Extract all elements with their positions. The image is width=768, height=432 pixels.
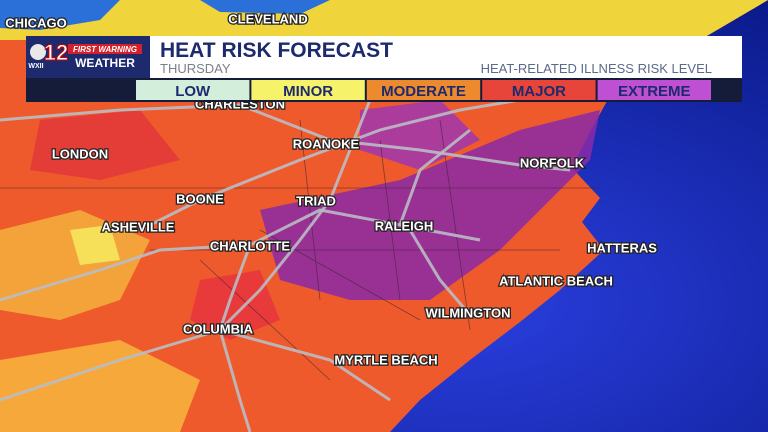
logo-brand-band	[68, 44, 142, 54]
logo-station: WXII	[28, 63, 43, 70]
legend-swatch	[597, 80, 711, 100]
header: 12 WXII FIRST WARNING WEATHER HEAT RISK …	[26, 36, 742, 102]
city-label: ATLANTIC BEACH	[499, 273, 613, 288]
city-label: CHICAGO	[5, 15, 66, 30]
legend-title: HEAT-RELATED ILLNESS RISK LEVEL	[481, 61, 712, 76]
city-label: ROANOKE	[293, 136, 360, 151]
legend-label: MODERATE	[381, 83, 466, 100]
city-label: HATTERAS	[587, 240, 657, 255]
city-label: MYRTLE BEACH	[334, 352, 437, 367]
city-label: CHARLOTTE	[210, 238, 290, 253]
city-label: BOONE	[176, 191, 224, 206]
logo-box	[26, 36, 150, 78]
roads	[0, 98, 571, 432]
logo-brand-bottom: WEATHER	[75, 56, 135, 70]
city-label: TRIAD	[296, 193, 336, 208]
legend-swatch	[366, 80, 481, 100]
legend-swatch	[136, 80, 250, 100]
legend-label: MAJOR	[512, 83, 566, 100]
city-label: NORFOLK	[520, 155, 585, 170]
city-label: RALEIGH	[375, 218, 434, 233]
title-bar	[150, 36, 742, 78]
city-label: CLEVELAND	[228, 11, 307, 26]
legend-label: MINOR	[283, 83, 333, 100]
legend-label: EXTREME	[618, 83, 691, 100]
legend-label: LOW	[175, 83, 211, 100]
city-label: WILMINGTON	[426, 305, 511, 320]
city-label: ASHEVILLE	[102, 219, 175, 234]
legend: LOW MINOR MODERATE MAJOR EXTREME	[136, 80, 711, 100]
logo-channel: 12	[44, 40, 68, 65]
title: HEAT RISK FORECAST	[160, 39, 393, 62]
logo-peacock	[30, 44, 46, 60]
logo-brand-top: FIRST WARNING	[73, 45, 137, 54]
subtitle: THURSDAY	[160, 61, 231, 76]
legend-swatch	[251, 80, 365, 100]
city-label: LONDON	[52, 146, 108, 161]
legend-swatch	[482, 80, 596, 100]
city-label: COLUMBIA	[183, 321, 254, 336]
county-borders	[0, 119, 600, 381]
